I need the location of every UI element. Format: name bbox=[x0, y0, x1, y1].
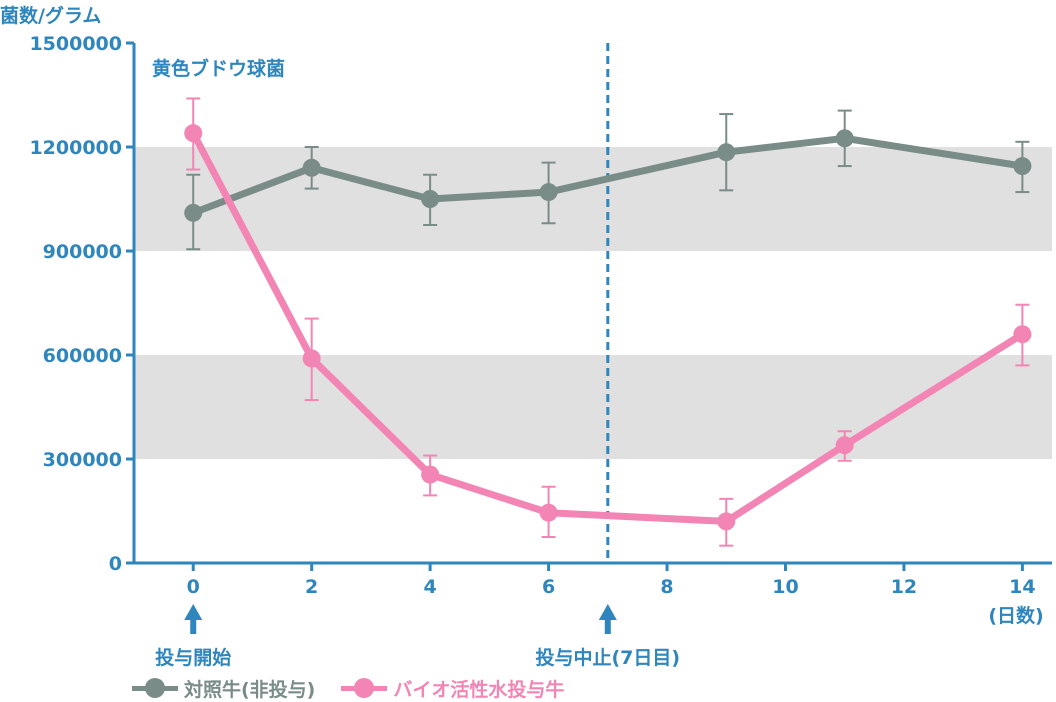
annotation-label: 投与中止(7日目) bbox=[536, 646, 681, 669]
x-tick-label: 10 bbox=[772, 576, 798, 598]
data-point bbox=[184, 203, 203, 222]
grid-band bbox=[134, 355, 1052, 459]
x-axis-unit: (日数) bbox=[988, 604, 1043, 627]
arrow-up-icon bbox=[598, 604, 617, 634]
legend: 対照牛(非投与) バイオ活性水投与牛 bbox=[132, 675, 564, 702]
data-point bbox=[717, 512, 736, 531]
y-axis-label: 菌数/グラム bbox=[0, 4, 101, 27]
y-tick-label: 1500000 bbox=[29, 33, 122, 55]
series bbox=[184, 97, 1032, 547]
data-point bbox=[835, 129, 854, 148]
y-tick-label: 600000 bbox=[43, 345, 122, 367]
data-point bbox=[421, 465, 440, 484]
series-0 bbox=[184, 109, 1032, 251]
data-point bbox=[1013, 325, 1032, 344]
arrow-up-icon bbox=[184, 604, 203, 634]
legend-label-treated: バイオ活性水投与牛 bbox=[393, 678, 565, 701]
chart-title: 黄色ブドウ球菌 bbox=[152, 57, 285, 80]
axes bbox=[132, 43, 1052, 565]
annotations: 投与開始 投与中止(7日目) bbox=[155, 604, 680, 669]
x-tick-label: 4 bbox=[424, 576, 437, 598]
data-point bbox=[539, 183, 558, 202]
data-point bbox=[1013, 157, 1032, 176]
data-point bbox=[421, 190, 440, 208]
legend-swatch-control bbox=[132, 678, 178, 698]
x-tick-label: 12 bbox=[891, 576, 917, 598]
data-point bbox=[539, 503, 558, 522]
data-point bbox=[184, 124, 203, 143]
x-tick-label: 6 bbox=[542, 576, 555, 598]
x-tick-label: 8 bbox=[660, 576, 673, 598]
grid-band bbox=[134, 147, 1052, 251]
annotation-label: 投与開始 bbox=[155, 646, 231, 669]
series-1 bbox=[184, 97, 1032, 547]
data-point bbox=[717, 143, 736, 162]
y-tick-label: 300000 bbox=[43, 449, 122, 471]
legend-item-treated: バイオ活性水投与牛 bbox=[341, 675, 564, 702]
y-tick-label: 1200000 bbox=[29, 137, 122, 159]
data-point bbox=[835, 436, 854, 455]
legend-label-control: 対照牛(非投与) bbox=[184, 678, 316, 701]
y-tick-label: 900000 bbox=[43, 241, 122, 263]
grid-bands bbox=[134, 147, 1052, 459]
x-tick-label: 2 bbox=[305, 576, 318, 598]
y-ticks: 0 300000 600000 900000 1200000 1500000 bbox=[29, 33, 134, 575]
x-ticks: 0 2 4 6 8 10 12 14 bbox=[187, 563, 1036, 598]
x-tick-label: 0 bbox=[187, 576, 200, 598]
data-point bbox=[302, 349, 321, 368]
legend-swatch-treated bbox=[341, 678, 388, 698]
x-tick-label: 14 bbox=[1009, 576, 1035, 598]
data-point bbox=[302, 158, 321, 177]
y-tick-label: 0 bbox=[109, 553, 122, 575]
legend-item-control: 対照牛(非投与) bbox=[132, 675, 315, 702]
